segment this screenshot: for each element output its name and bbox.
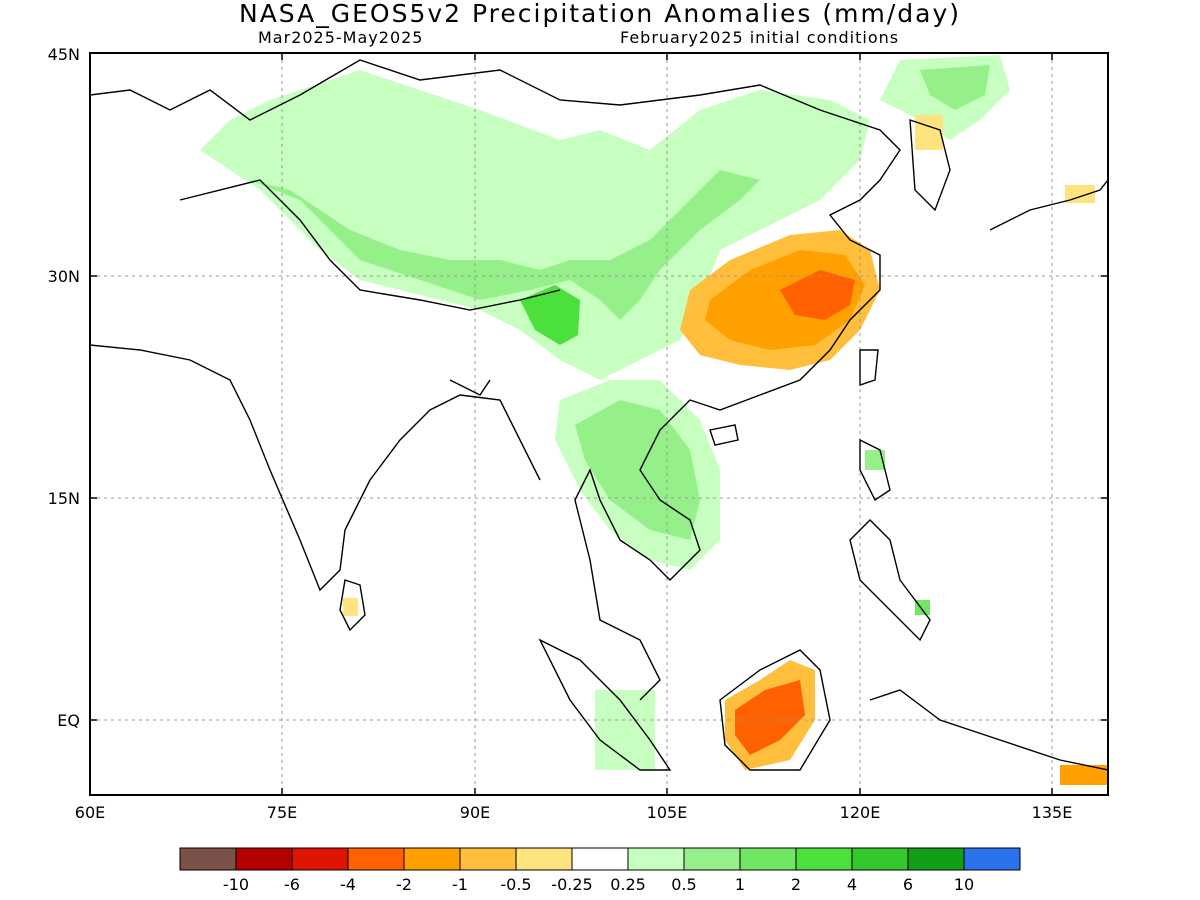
wet-patch-mindanao — [915, 600, 930, 615]
coastlines — [90, 59, 1108, 771]
wet-area-eastern-himalaya — [520, 285, 580, 345]
lon-label-120e: 120E — [840, 803, 881, 822]
lat-label-30n: 30N — [48, 267, 80, 286]
colorbar-labels: -10 -6 -4 -2 -1 -0.5 -0.25 0.25 0.5 1 2 4 6 10 — [223, 875, 974, 894]
colorbar-tick-label: -0.25 — [551, 875, 592, 894]
colorbar — [179, 847, 1021, 871]
colorbar-tick-label: -10 — [223, 875, 249, 894]
colorbar-swatch — [347, 847, 405, 871]
gridlines — [90, 53, 1108, 795]
latitude-labels: 45N 30N 15N EQ — [48, 45, 80, 730]
colorbar-tick-label: -6 — [284, 875, 300, 894]
colorbar-tick-label: -4 — [340, 875, 356, 894]
lat-label-15n: 15N — [48, 489, 80, 508]
wet-patch-philippines — [865, 450, 885, 470]
colorbar-swatch — [179, 847, 237, 871]
colorbar-tick-label: -2 — [396, 875, 412, 894]
wet-area-tibet — [200, 70, 870, 380]
colorbar-tick-label: 1 — [735, 875, 745, 894]
colorbar-swatch — [459, 847, 517, 871]
lon-label-90e: 90E — [460, 803, 490, 822]
colorbar-swatch — [739, 847, 797, 871]
lon-label-105e: 105E — [647, 803, 688, 822]
lat-label-eq: EQ — [57, 711, 80, 730]
wet-area-tibet-inner — [250, 170, 760, 320]
plot-frame — [89, 52, 1109, 796]
colorbar-swatch — [907, 847, 965, 871]
lon-label-60e: 60E — [75, 803, 105, 822]
dry-patch-srilanka — [343, 598, 358, 616]
dry-patch-newguinea — [1060, 765, 1108, 785]
wet-area-northeast-inner — [920, 65, 990, 110]
dry-patch-korea — [915, 115, 943, 150]
colorbar-swatch — [403, 847, 461, 871]
lon-label-75e: 75E — [267, 803, 297, 822]
initial-conditions: February2025 initial conditions — [620, 28, 900, 47]
colorbar-swatch — [571, 847, 629, 871]
colorbar-swatch — [795, 847, 853, 871]
colorbar-swatch — [963, 847, 1021, 871]
colorbar-tick-label: 10 — [954, 875, 974, 894]
colorbar-tick-label: -0.5 — [500, 875, 531, 894]
lon-label-135e: 135E — [1032, 803, 1073, 822]
colorbar-swatch — [627, 847, 685, 871]
dry-area-borneo-core — [735, 680, 805, 755]
colorbar-tick-label: 0.25 — [610, 875, 646, 894]
wet-patch-sumatra — [595, 690, 655, 770]
colorbar-tick-label: 2 — [791, 875, 801, 894]
dry-area-southeast-china-peak — [780, 270, 855, 320]
colorbar-swatch — [683, 847, 741, 871]
colorbar-tick-label: 0.5 — [671, 875, 696, 894]
colorbar-swatch — [515, 847, 573, 871]
colorbar-tick-label: -1 — [452, 875, 468, 894]
colorbar-swatch — [291, 847, 349, 871]
colorbar-tick-label: 6 — [903, 875, 913, 894]
forecast-period: Mar2025-May2025 — [258, 28, 424, 47]
longitude-labels: 60E 75E 90E 105E 120E 135E — [75, 803, 1073, 822]
colorbar-tick-label: 4 — [847, 875, 857, 894]
tick-marks — [90, 53, 1108, 795]
anomaly-field — [200, 55, 1108, 785]
colorbar-swatch — [235, 847, 293, 871]
colorbar-swatch — [851, 847, 909, 871]
map-title: NASA_GEOS5v2 Precipitation Anomalies (mm… — [239, 0, 961, 28]
lat-label-45n: 45N — [48, 45, 80, 64]
